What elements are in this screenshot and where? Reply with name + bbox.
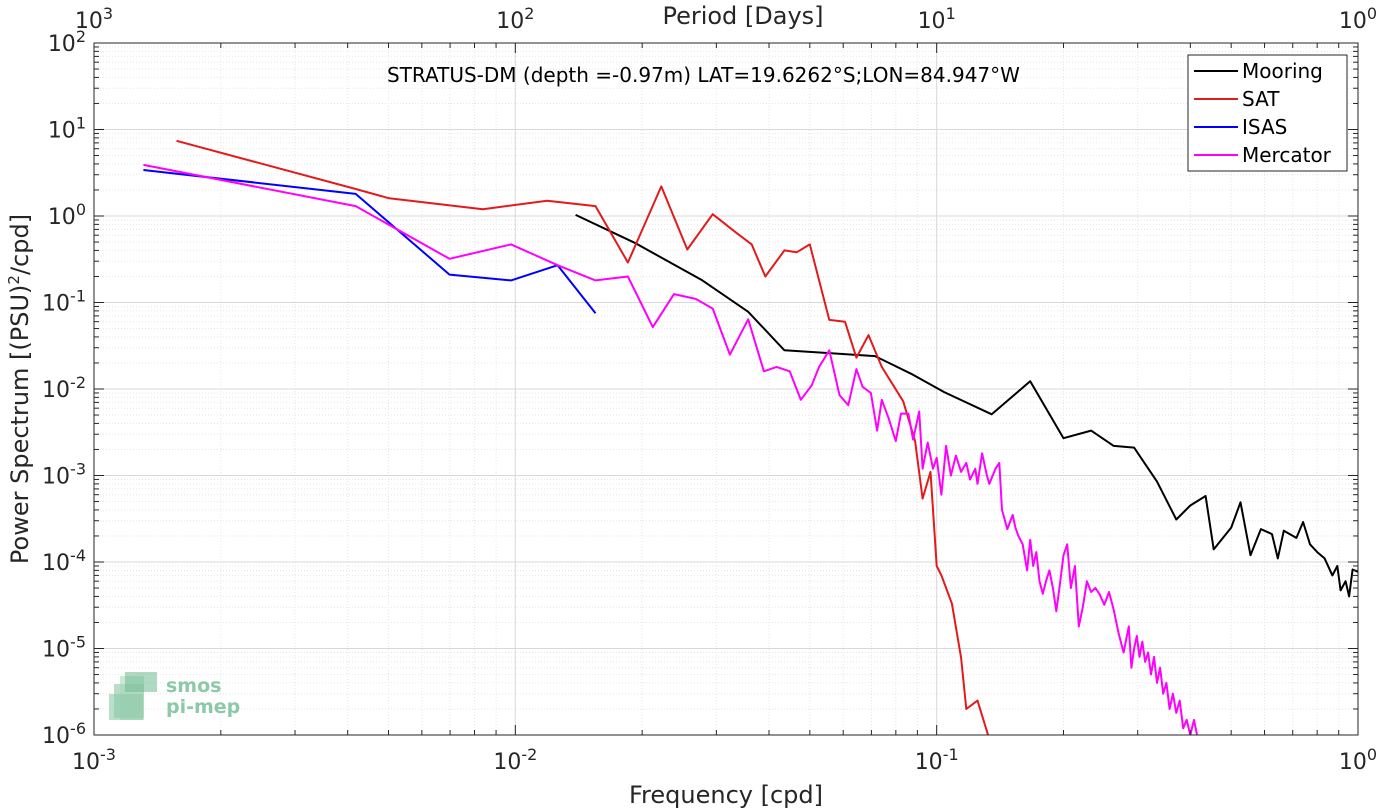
legend-label-sat: SAT: [1242, 87, 1280, 111]
top-tick-label: 103: [75, 4, 113, 34]
series-line-mooring: [575, 213, 1358, 598]
chart-title: STRATUS-DM (depth =-0.97m) LAT=19.6262°S…: [387, 63, 1020, 87]
x-tick-label: 100: [1339, 745, 1377, 775]
legend-box: [1187, 54, 1348, 172]
x-tick-label: 10-1: [915, 745, 959, 775]
x-tick-label: 10-3: [72, 745, 116, 775]
legend-label-isas: ISAS: [1242, 115, 1287, 139]
y-tick-label: 102: [48, 27, 86, 57]
y-axis-label: Power Spectrum [(PSU)2/cpd]: [5, 214, 34, 564]
y-tick-label: 10-2: [42, 373, 86, 403]
svg-text:pi-mep: pi-mep: [166, 696, 240, 718]
y-tick-label: 10-3: [42, 460, 86, 490]
x-axis-label: Frequency [cpd]: [629, 781, 823, 809]
y-tick-label: 10-6: [42, 719, 86, 749]
top-tick-label: 101: [918, 4, 956, 34]
series-line-sat: [176, 139, 990, 735]
top-axis-label: Period [Days]: [662, 2, 823, 30]
y-tick-label: 10-4: [42, 546, 86, 576]
svg-text:smos: smos: [166, 675, 221, 697]
y-tick-label: 10-5: [42, 633, 86, 663]
smos-pi-mep-logo: smos pi-mep: [109, 672, 240, 720]
x-tick-label: 10-2: [493, 745, 537, 775]
legend-label-mercator: Mercator: [1242, 143, 1332, 167]
series-line-isas: [143, 169, 597, 314]
axis-ticks: [93, 42, 1359, 736]
legend: Mooring SAT ISAS Mercator: [1187, 54, 1348, 172]
y-tick-label: 100: [48, 200, 86, 230]
top-tick-label: 102: [496, 4, 534, 34]
y-tick-label: 10-1: [42, 287, 86, 317]
series-layer: [143, 139, 1358, 735]
series-line-mercator: [143, 163, 1199, 735]
legend-label-mooring: Mooring: [1242, 59, 1323, 83]
top-tick-label: 100: [1339, 4, 1377, 34]
y-tick-label: 101: [48, 114, 86, 144]
